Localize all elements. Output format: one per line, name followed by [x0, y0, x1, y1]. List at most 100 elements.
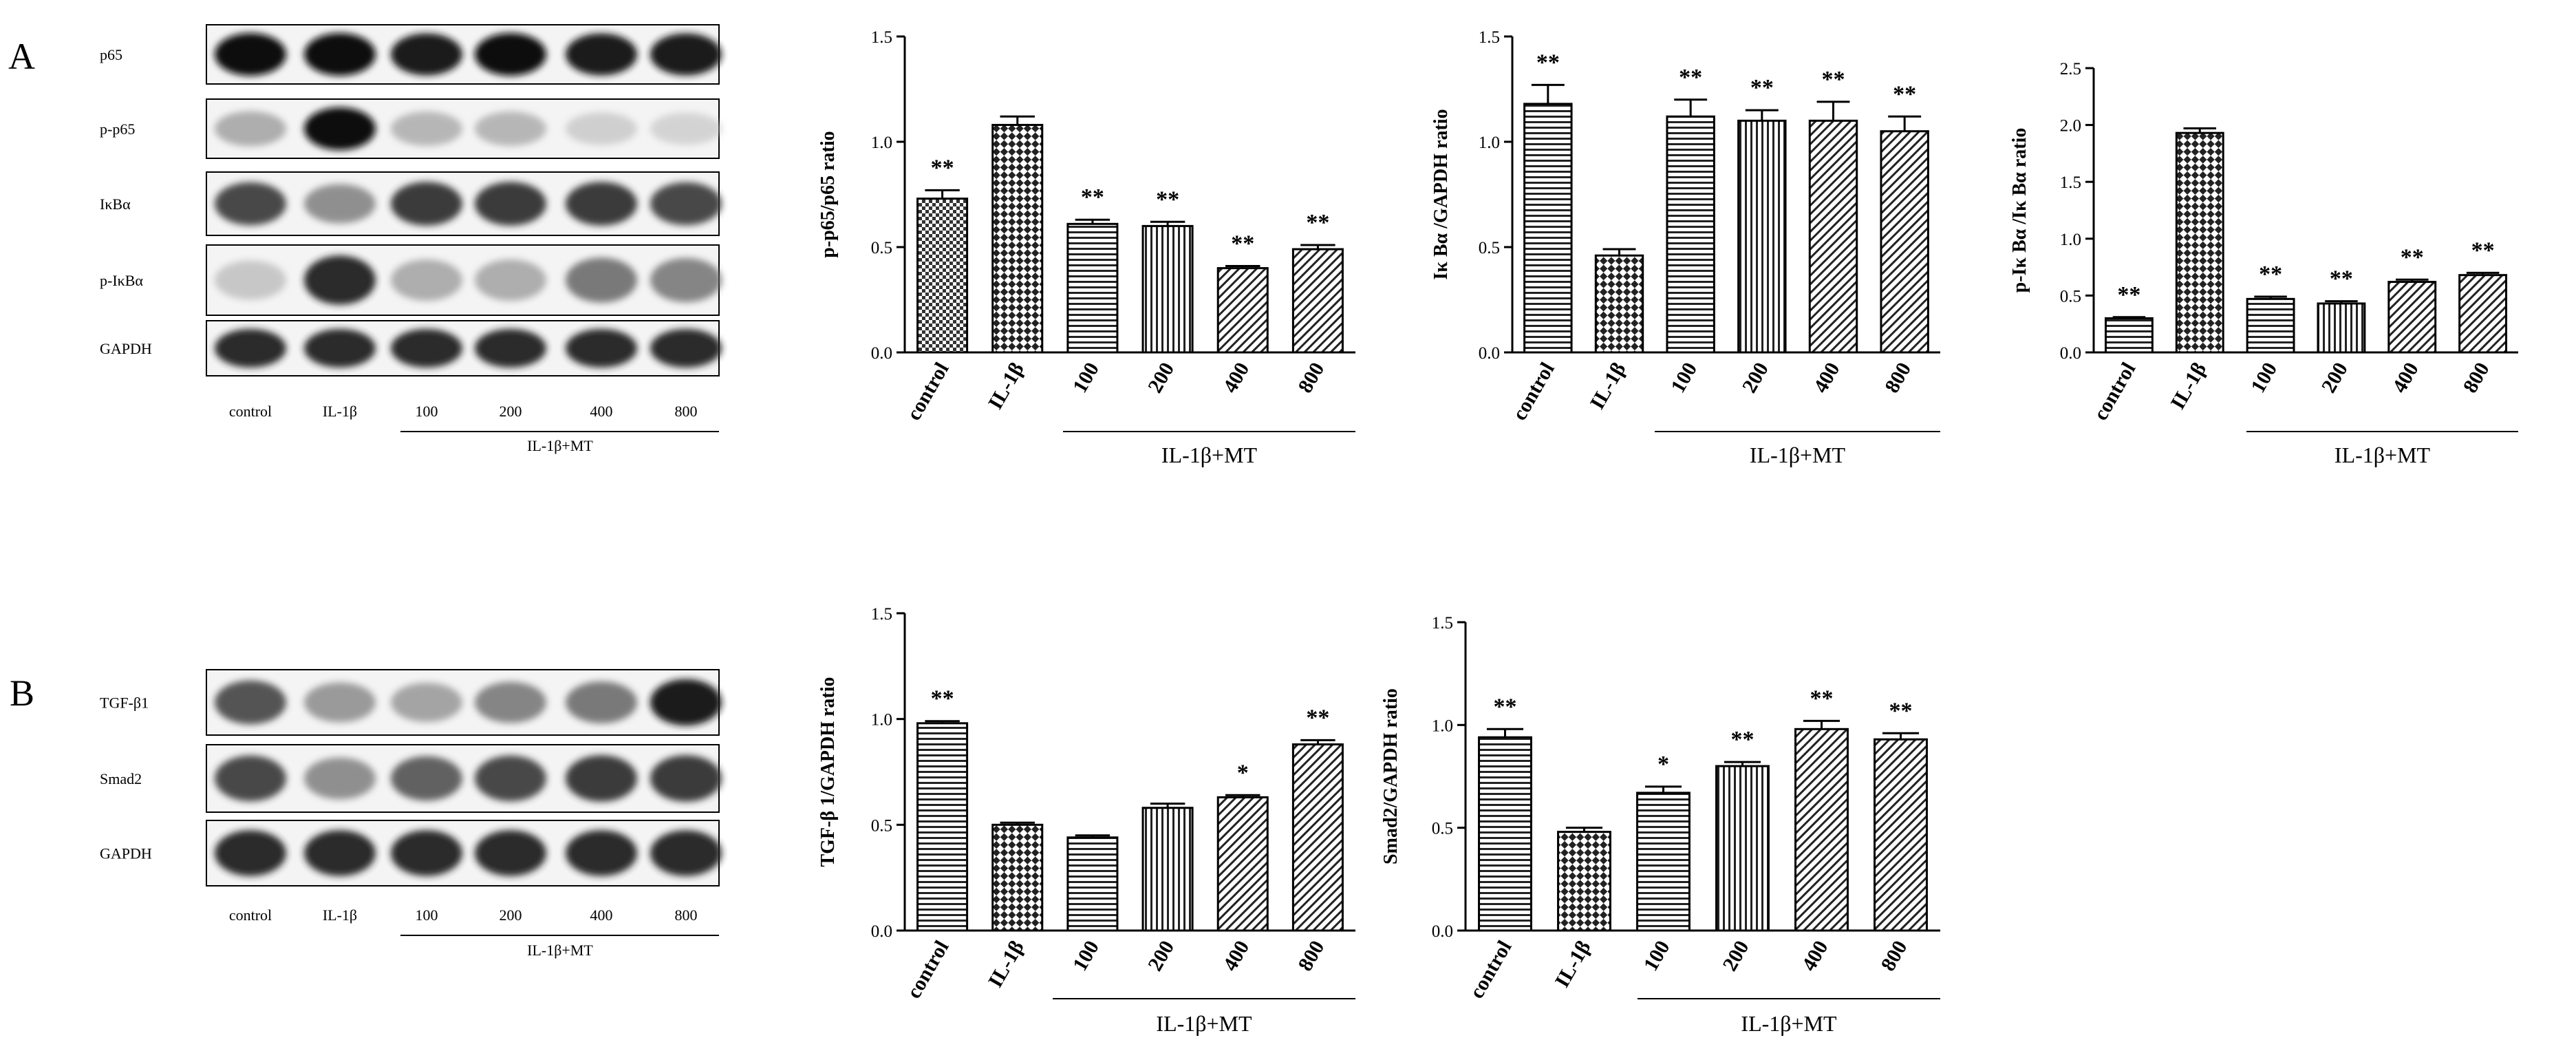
- blot-band: [566, 33, 637, 76]
- blot-band: [650, 182, 722, 226]
- y-tick-label: 0.0: [1479, 344, 1500, 363]
- blot-band: [650, 679, 722, 726]
- blot-row-label: Smad2: [100, 770, 142, 787]
- blot-band: [304, 682, 376, 723]
- blot-band: [475, 755, 546, 802]
- bar: [1478, 736, 1532, 932]
- blot-band: [566, 257, 637, 303]
- category-label: 800: [2459, 359, 2494, 396]
- category-label: 800: [1294, 359, 1329, 396]
- significance-mark: **: [1081, 184, 1104, 210]
- blot-band: [215, 329, 286, 368]
- blot-band: [650, 33, 722, 76]
- bar: [1636, 792, 1690, 932]
- blot-band: [475, 112, 546, 146]
- blot-band: [215, 260, 286, 300]
- blot-row-label: TGF-β1: [100, 694, 149, 712]
- lane-label: 200: [500, 906, 522, 924]
- bar: [1523, 103, 1573, 354]
- bar: [1880, 130, 1929, 354]
- blot-band: [391, 756, 462, 801]
- category-label: 800: [1294, 937, 1329, 975]
- blot-band: [215, 33, 286, 76]
- blot-band: [391, 182, 462, 226]
- bar: [2246, 297, 2295, 354]
- significance-mark: **: [1731, 727, 1754, 752]
- group-label: IL-1β+MT: [1161, 443, 1258, 467]
- bar: [1291, 248, 1344, 354]
- category-label: IL-1β: [1551, 937, 1596, 991]
- bar: [1737, 119, 1787, 354]
- blot-band: [566, 329, 637, 368]
- category-label: 400: [1219, 359, 1254, 396]
- significance-mark: **: [1750, 75, 1774, 100]
- blot-band: [650, 329, 722, 368]
- bar: [1216, 267, 1269, 354]
- lane-label: 400: [590, 906, 613, 924]
- y-tick-label: 0.0: [2060, 344, 2081, 363]
- blot-band: [304, 184, 376, 224]
- category-label: 400: [1809, 359, 1844, 396]
- blot-row-label: p-p65: [100, 120, 135, 138]
- category-label: IL-1β: [1586, 359, 1631, 413]
- bar: [1066, 836, 1119, 932]
- category-label: control: [903, 359, 954, 424]
- category-label: IL-1β: [2166, 359, 2211, 413]
- y-tick-label: 0.0: [1432, 922, 1453, 941]
- blot-band: [475, 182, 546, 226]
- category-label: 400: [1219, 937, 1254, 975]
- significance-mark: **: [931, 155, 954, 180]
- lane-label: 200: [500, 403, 522, 420]
- bar: [2317, 302, 2366, 354]
- lane-label: IL-1β: [323, 403, 357, 420]
- significance-mark: **: [1679, 65, 1702, 90]
- chart-tgfb1-gapdh-ratio: 0.0 0.5 1.0 1.5 TGF-β 1/GAPDH ratio ** control…: [817, 605, 1355, 1036]
- blot-band: [304, 33, 376, 76]
- blot-band: [304, 255, 376, 305]
- significance-mark: **: [2259, 262, 2282, 287]
- y-tick-label: 2.5: [2060, 60, 2081, 78]
- bar: [916, 198, 969, 354]
- bar: [2458, 274, 2508, 354]
- y-axis-label: Smad2/GAPDH ratio: [1380, 688, 1402, 864]
- blot-band: [391, 259, 462, 301]
- bar: [1666, 115, 1715, 354]
- western-blot-a: p65 p-p65 IκBα p-IκBα GAPDH control IL-1β 100 20…: [100, 24, 722, 454]
- blot-band: [650, 830, 722, 876]
- category-label: 800: [1880, 359, 1915, 396]
- blot-band: [391, 33, 462, 76]
- y-tick-label: 1.0: [1432, 716, 1453, 735]
- significance-mark: **: [2401, 244, 2424, 270]
- group-label: IL-1β+MT: [527, 942, 593, 959]
- significance-mark: **: [2330, 266, 2353, 292]
- bar: [1141, 224, 1194, 354]
- blot-band: [566, 681, 637, 723]
- blot-band: [391, 112, 462, 146]
- bar: [1557, 831, 1611, 932]
- y-tick-label: 1.0: [871, 134, 892, 152]
- y-axis-label: TGF-β 1/GAPDH ratio: [817, 677, 839, 867]
- category-label: IL-1β: [984, 937, 1029, 991]
- lane-label: 400: [590, 403, 613, 420]
- bar: [1594, 254, 1644, 354]
- y-tick-label: 1.5: [871, 28, 892, 47]
- blot-band: [215, 680, 286, 725]
- bar: [2175, 131, 2224, 354]
- bar: [991, 124, 1044, 354]
- blot-band: [391, 830, 462, 876]
- lane-label: control: [229, 403, 272, 420]
- blot-band: [475, 259, 546, 301]
- lane-label: 800: [675, 403, 698, 420]
- group-label: IL-1β+MT: [1156, 1011, 1252, 1036]
- blot-band: [566, 182, 637, 226]
- bar: [2104, 317, 2154, 354]
- bar: [1715, 765, 1770, 932]
- western-blot-b: TGF-β1 Smad2 GAPDH control IL-1β 100 200 400 800…: [100, 669, 722, 959]
- significance-mark: **: [1810, 686, 1834, 711]
- significance-mark: **: [1536, 50, 1560, 75]
- blot-row-label: p65: [100, 46, 122, 63]
- category-label: 100: [1069, 359, 1104, 396]
- bar: [2387, 281, 2437, 354]
- category-label: 200: [1144, 359, 1179, 396]
